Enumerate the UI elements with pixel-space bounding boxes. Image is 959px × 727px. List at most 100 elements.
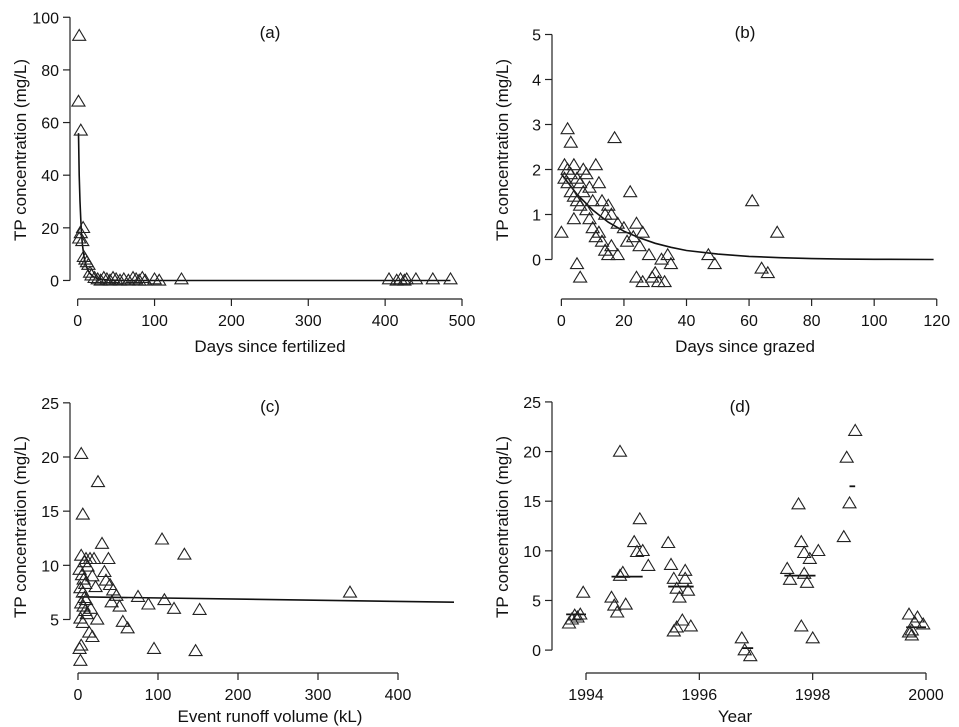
panel-b-point	[628, 216, 644, 229]
panel-d-point	[737, 642, 753, 656]
panel-b-point	[560, 121, 576, 135]
panel-d-point	[805, 630, 821, 644]
panel-b-point	[591, 225, 607, 238]
panel-d-point	[612, 568, 628, 581]
panel-d-point	[796, 545, 812, 559]
panel-b-point	[654, 252, 669, 265]
panel-d-x-tick-label: 1996	[682, 687, 718, 704]
panel-a-label: (a)	[260, 23, 281, 42]
panel-d-point	[632, 511, 648, 525]
panel-d-point	[672, 590, 687, 603]
panel-d-point	[904, 623, 920, 636]
panel-c-x-tick-label: 0	[74, 687, 83, 704]
panel-d-point	[901, 624, 917, 638]
panel-b-point	[650, 274, 666, 288]
panel-d-y-tick-label: 10	[523, 544, 541, 561]
panel-c-y-tick-label: 5	[50, 613, 59, 630]
panel-d-point	[626, 534, 642, 548]
panel-a-point	[137, 273, 153, 286]
panel-c-label: (c)	[260, 397, 280, 416]
panel-b-xlabel: Days since grazed	[675, 337, 815, 356]
panel-c-point	[130, 589, 146, 602]
panel-b-point	[635, 225, 651, 238]
panel-d-point	[901, 607, 917, 620]
panel-b-point	[600, 198, 616, 211]
panel-b-point	[591, 175, 607, 189]
panel-d-point	[910, 610, 925, 623]
panel-b-x-tick-label: 100	[861, 313, 888, 330]
panel-d-y-tick-label: 25	[523, 395, 541, 412]
panel-b-point	[588, 157, 604, 171]
panel-d-xlabel: Year	[718, 707, 753, 726]
panel-a-x-tick-label: 200	[218, 313, 245, 330]
panel-b-y-tick-label: 2	[532, 163, 541, 180]
panel-c-point	[72, 641, 88, 654]
panel-a-point	[96, 270, 112, 284]
panel-b-point	[641, 247, 657, 261]
panel-a-point	[147, 271, 163, 285]
panel-a-x-tick-label: 0	[73, 313, 82, 330]
panel-b-point	[582, 180, 597, 193]
panel-c-point	[108, 588, 124, 601]
panel-d-point	[629, 544, 645, 558]
panel-c-y-tick-label: 15	[41, 504, 59, 521]
panel-a-point	[93, 273, 109, 286]
panel-d-y-tick-label: 0	[532, 643, 541, 660]
panel-c-point	[72, 562, 88, 575]
panel-c-ylabel: TP concentration (mg/L)	[11, 436, 30, 618]
panel-b-point	[663, 256, 679, 270]
panel-b-point	[760, 265, 776, 279]
panel-a-y-tick-label: 40	[41, 168, 59, 185]
panel-a-x-tick-label: 400	[372, 313, 399, 330]
panel-b-point	[572, 175, 588, 189]
panel-c-point	[104, 594, 120, 608]
panel-b-point	[572, 270, 588, 283]
panel-a: (a) Days since fertilized TP concentrati…	[11, 10, 475, 356]
panel-a-point	[90, 271, 106, 285]
panel-d-point	[635, 543, 651, 557]
panel-d-point	[669, 581, 685, 594]
panel-a-x-tick-label: 300	[295, 313, 322, 330]
panel-d-point	[615, 565, 631, 578]
panel-b-point	[585, 220, 601, 234]
panel-b-point	[563, 166, 579, 180]
panel-c-point	[166, 601, 182, 614]
panel-a-point	[128, 271, 144, 285]
panel-b-point	[660, 247, 676, 261]
panel-c-point	[192, 602, 208, 615]
panel-c-point	[100, 551, 116, 565]
panel-c-point	[120, 620, 136, 634]
panel-b-y-tick-label: 1	[532, 208, 541, 225]
panel-b-point	[582, 211, 597, 225]
panel-d-point	[915, 617, 931, 630]
panel-b-point	[566, 157, 582, 171]
panel-d-point	[782, 572, 798, 585]
panel-d-point	[604, 590, 619, 603]
panel-c-y-tick-label: 20	[41, 450, 59, 467]
panel-c-point	[80, 559, 96, 572]
panel-c-x-tick-label: 200	[225, 687, 252, 704]
panel-a-point	[389, 273, 405, 286]
panel-d-point	[663, 557, 679, 570]
panel-c-point	[156, 592, 172, 606]
panel-b-point	[644, 270, 660, 283]
panel-d-point	[618, 597, 634, 610]
panel-d-point	[802, 551, 818, 564]
panel-b-point	[557, 171, 572, 184]
panel-a-point	[84, 267, 99, 281]
panel-c-point	[73, 446, 89, 459]
panel-d-y-tick-label: 15	[523, 494, 541, 511]
panel-b-x-tick-label: 40	[678, 313, 696, 330]
panel-b-x-tick-label: 0	[557, 313, 566, 330]
panel-a-point	[396, 273, 412, 286]
panel-d-point	[575, 585, 591, 598]
panel-c-y-tick-label: 25	[41, 396, 59, 413]
panel-d-x-tick-label: 1998	[795, 687, 831, 704]
panel-a-point	[108, 271, 124, 285]
panel-c-point	[84, 568, 100, 582]
panel-d-y-tick-label: 20	[523, 445, 541, 462]
panel-b-x-tick-label: 80	[803, 313, 821, 330]
panel-d-point	[779, 561, 795, 574]
panel-d-x-tick-label: 1994	[568, 687, 604, 704]
panel-a-point	[151, 273, 167, 286]
